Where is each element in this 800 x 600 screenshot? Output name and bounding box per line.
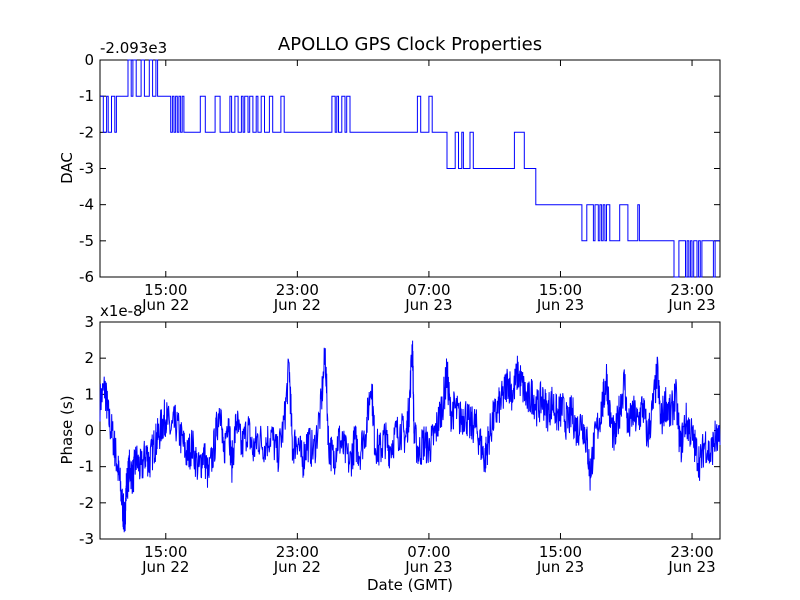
phase-xtick-time: 23:00 bbox=[276, 543, 319, 561]
dac-xtick-time: 23:00 bbox=[670, 281, 713, 299]
dac-y-ticks: 0 -1 -2 -3 -4 -5 -6 bbox=[79, 51, 720, 286]
phase-y-ticks: 3 2 1 0 -1 -2 -3 bbox=[79, 313, 720, 548]
phase-xtick-date: Jun 22 bbox=[273, 558, 321, 576]
phase-ytick-label: 2 bbox=[84, 349, 94, 367]
dac-xtick-date: Jun 22 bbox=[141, 296, 189, 314]
figure-title: APOLLO GPS Clock Properties bbox=[278, 34, 542, 55]
dac-ytick-label: -4 bbox=[79, 196, 94, 214]
phase-ytick-label: -2 bbox=[79, 494, 94, 512]
dac-xtick-time: 15:00 bbox=[539, 281, 582, 299]
phase-xtick-date: Jun 23 bbox=[404, 558, 452, 576]
dac-ytick-label: -1 bbox=[79, 87, 94, 105]
phase-xtick-time: 15:00 bbox=[144, 543, 187, 561]
phase-ytick-label: 3 bbox=[84, 313, 94, 331]
phase-ytick-label: 1 bbox=[84, 385, 94, 403]
dac-ytick-label: -3 bbox=[79, 160, 94, 178]
phase-xtick-time: 23:00 bbox=[670, 543, 713, 561]
dac-xtick-date: Jun 23 bbox=[404, 296, 452, 314]
dac-xtick-time: 15:00 bbox=[144, 281, 187, 299]
dac-xtick-time: 07:00 bbox=[407, 281, 450, 299]
phase-ytick-label: -1 bbox=[79, 458, 94, 476]
phase-series-line bbox=[99, 340, 721, 533]
dac-ylabel: DAC bbox=[58, 152, 76, 184]
dac-offset-label: -2.093e3 bbox=[100, 39, 167, 57]
dac-plot-frame bbox=[99, 59, 721, 278]
phase-ylabel: Phase (s) bbox=[58, 395, 76, 464]
phase-xtick-date: Jun 23 bbox=[536, 558, 584, 576]
dac-ytick-label: 0 bbox=[84, 51, 94, 69]
x-axis-label: Date (GMT) bbox=[367, 576, 453, 594]
dac-xtick-date: Jun 23 bbox=[536, 296, 584, 314]
phase-xtick-date: Jun 22 bbox=[141, 558, 189, 576]
dac-series-line bbox=[100, 59, 720, 278]
dac-ytick-label: -2 bbox=[79, 123, 94, 141]
phase-ytick-label: 0 bbox=[84, 422, 94, 440]
dac-xtick-date: Jun 22 bbox=[273, 296, 321, 314]
phase-ytick-label: -3 bbox=[79, 530, 94, 548]
dac-ytick-label: -5 bbox=[79, 232, 94, 250]
dac-xtick-time: 23:00 bbox=[276, 281, 319, 299]
phase-xtick-time: 15:00 bbox=[539, 543, 582, 561]
dac-xtick-date: Jun 23 bbox=[667, 296, 715, 314]
dac-ytick-label: -6 bbox=[79, 268, 94, 286]
phase-offset-label: x1e-8 bbox=[100, 302, 143, 320]
phase-xtick-date: Jun 23 bbox=[667, 558, 715, 576]
phase-xtick-time: 07:00 bbox=[407, 543, 450, 561]
